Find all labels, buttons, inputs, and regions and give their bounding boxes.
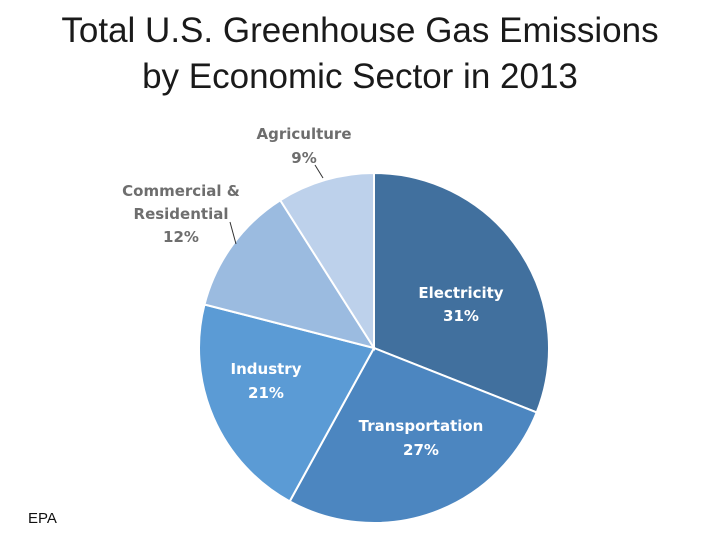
slice-label-agriculture-value: 9% [291, 149, 316, 167]
slice-label-commercial-residential-name-1: Commercial & [122, 182, 240, 200]
leader-line-agriculture [314, 164, 324, 179]
source-label: EPA [28, 510, 57, 527]
pie-slice-transportation [288, 346, 539, 524]
slice-label-electricity-value: 31% [443, 307, 479, 325]
pie-slice-commercial-residential [203, 198, 377, 350]
slice-labels: Electricity 31% Transportation 27% Industry 2… [122, 125, 504, 459]
slice-label-commercial-residential-value: 12% [163, 228, 199, 246]
slice-label-commercial-residential-name-2: Residential [134, 205, 229, 223]
chart-title-line-2: by Economic Sector in 2013 [142, 57, 578, 96]
pie-slice-industry [198, 303, 376, 503]
pie-slice-agriculture [278, 171, 375, 352]
slice-label-industry-value: 21% [248, 384, 284, 402]
pie-slices [198, 171, 550, 524]
slice-label-transportation-name: Transportation [359, 417, 484, 435]
pie-slice-electricity [373, 171, 550, 414]
slice-label-electricity-name: Electricity [418, 284, 503, 302]
chart-title: Total U.S. Greenhouse Gas Emissions by E… [0, 8, 720, 100]
slice-label-agriculture-name: Agriculture [256, 125, 351, 143]
leader-line-commercial-residential [229, 221, 237, 245]
leader-lines [229, 164, 324, 245]
chart-title-line-1: Total U.S. Greenhouse Gas Emissions [61, 11, 659, 50]
slice-label-industry-name: Industry [231, 360, 302, 378]
slice-label-transportation-value: 27% [403, 441, 439, 459]
